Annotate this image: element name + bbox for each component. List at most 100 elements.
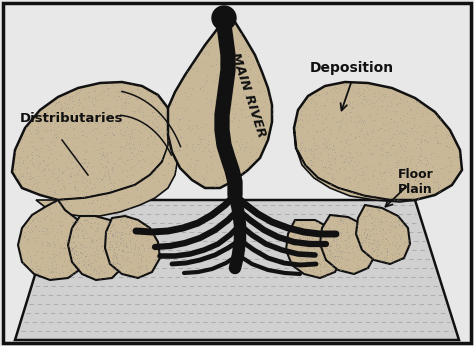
Point [116,89,124,94]
Point [265,94,273,100]
Point [368,193,375,199]
Point [71,256,79,261]
Point [391,244,398,249]
Point [80,257,87,263]
Point [355,118,363,124]
Point [130,252,138,258]
Point [219,144,226,149]
Point [402,243,410,248]
Point [25,127,33,133]
Point [32,147,39,152]
Point [348,154,356,160]
Point [129,217,137,222]
Point [339,267,346,272]
Point [324,146,332,151]
Point [360,102,367,108]
Point [395,244,403,249]
Point [369,164,377,170]
Point [351,135,358,140]
Point [51,245,58,250]
Point [382,91,389,97]
Point [110,251,118,256]
Point [345,84,353,90]
Point [377,219,384,225]
Point [92,175,100,181]
Point [64,137,71,142]
Point [138,224,146,229]
Point [71,243,79,248]
Point [117,217,125,222]
Point [298,139,306,144]
Point [405,243,413,248]
Point [299,124,306,130]
Point [407,106,414,112]
Point [93,136,100,142]
Point [27,265,34,271]
Point [64,193,72,198]
Point [96,235,103,241]
Point [136,157,144,162]
Point [137,175,145,181]
Point [336,267,344,272]
Point [78,227,85,233]
Point [338,104,346,110]
Point [102,164,110,169]
Point [363,263,371,268]
Point [177,134,184,140]
Point [83,235,91,240]
Point [434,140,442,146]
Point [301,237,309,243]
Point [67,173,74,178]
Point [312,101,319,107]
Point [118,248,126,253]
Point [244,99,252,104]
Point [62,135,69,140]
Point [106,230,113,236]
Point [61,202,68,207]
Point [366,253,374,259]
Point [249,153,256,159]
Point [383,248,391,254]
Point [89,187,96,192]
Point [343,220,350,226]
Point [90,103,98,108]
Point [113,268,120,273]
Point [208,166,215,171]
Point [78,132,85,137]
Point [418,171,426,177]
Point [35,166,42,171]
Point [195,158,202,163]
Point [365,82,373,87]
Point [101,193,109,199]
Point [351,81,358,86]
Point [369,248,377,254]
Point [173,148,181,154]
Point [116,241,124,247]
Point [143,263,150,268]
Point [344,185,352,191]
Point [340,165,347,171]
Point [81,270,89,275]
Point [408,192,416,198]
Point [27,257,35,262]
Point [49,259,56,264]
Point [394,157,401,163]
Point [401,137,409,142]
Point [91,266,98,272]
Point [387,120,394,125]
Point [381,245,389,251]
Point [446,133,454,139]
Point [122,243,130,248]
Point [383,218,390,224]
Point [361,87,368,93]
Point [384,197,392,202]
Point [73,219,80,224]
Point [325,217,332,222]
Point [379,99,386,104]
Point [138,121,146,126]
Point [97,156,105,162]
Point [113,257,120,263]
Point [70,110,77,115]
Point [225,180,232,186]
Point [128,88,135,94]
